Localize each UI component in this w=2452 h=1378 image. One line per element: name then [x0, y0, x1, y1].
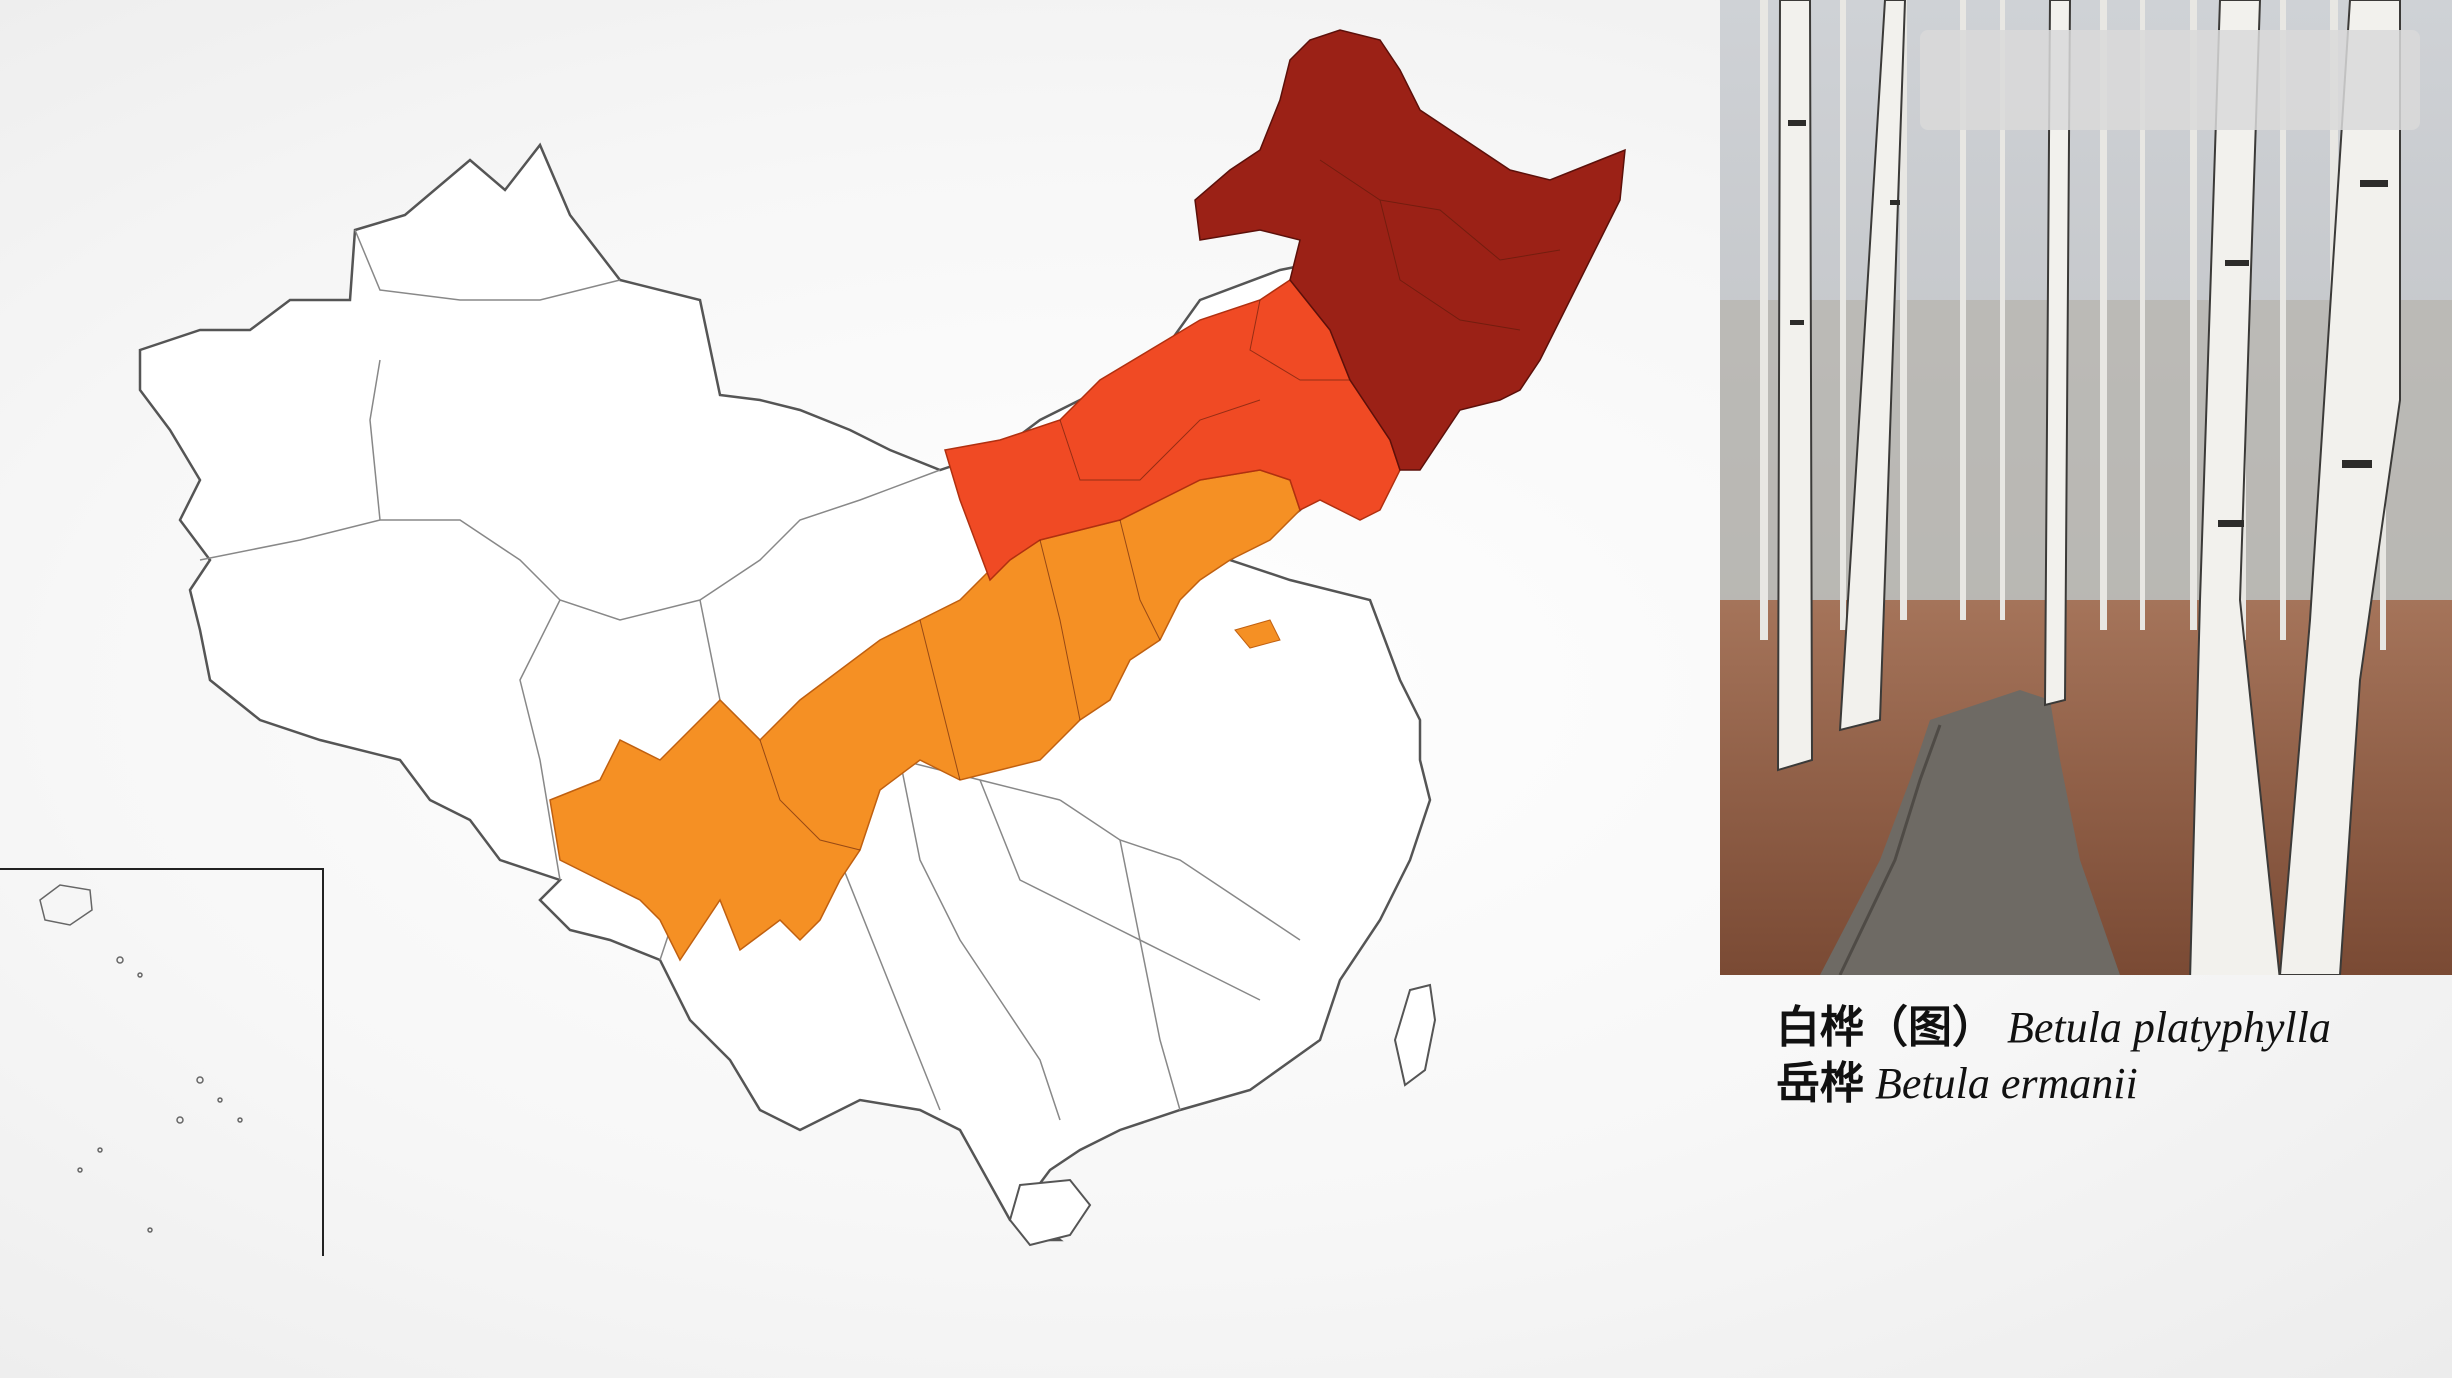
- shaded-region-borders: [759, 159, 1561, 851]
- south-china-sea-inset-frame: [0, 868, 324, 1256]
- china-distribution-map: [39, 29, 1626, 1247]
- caption-latin-name-1: Betula platyphylla: [2007, 1003, 2331, 1052]
- birch-forest-photo: [1720, 0, 2452, 975]
- region-central-orange: [549, 469, 1301, 962]
- region-north-red-orange: [944, 278, 1401, 582]
- caption-latin-name-2: Betula ermanii: [1875, 1059, 2138, 1108]
- caption-cn-name-1: 白桦（图）: [1776, 1002, 1996, 1053]
- region-northeast-dark-red: [1194, 29, 1626, 471]
- caption-line-1: 白桦（图） Betula platyphylla: [1776, 1000, 2436, 1056]
- south-china-sea-islands: [39, 884, 243, 1233]
- region-central-orange-patch: [1234, 619, 1281, 649]
- hainan-island: [1008, 1178, 1092, 1247]
- caption-cn-name-2: 岳桦: [1776, 1058, 1864, 1109]
- species-caption: 白桦（图） Betula platyphylla 岳桦 Betula erman…: [1776, 1000, 2436, 1112]
- taiwan-island: [1393, 983, 1437, 1087]
- caption-line-2: 岳桦 Betula ermanii: [1776, 1056, 2436, 1112]
